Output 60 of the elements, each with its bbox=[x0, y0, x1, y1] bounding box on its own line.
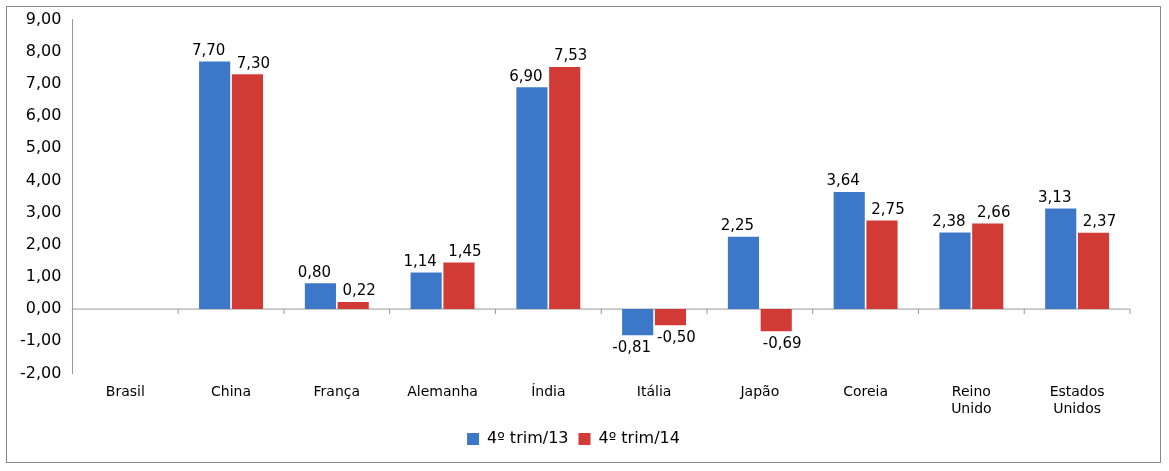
x-tick-label: Coreia bbox=[843, 383, 889, 400]
y-tick-label: 9,00 bbox=[25, 8, 62, 28]
data-label: -0,81 bbox=[612, 337, 652, 356]
y-tick-label: 0,00 bbox=[25, 298, 62, 318]
bar bbox=[304, 283, 336, 310]
y-tick-label: 3,00 bbox=[25, 201, 62, 221]
y-tick-label: -1,00 bbox=[19, 330, 62, 350]
bar bbox=[1077, 232, 1110, 310]
x-tick-label: Brasil bbox=[105, 383, 145, 400]
x-tick-label: Reino Unido bbox=[951, 383, 992, 417]
bar bbox=[549, 66, 581, 310]
x-tick-label: Japão bbox=[739, 383, 780, 400]
data-label: 1,45 bbox=[448, 241, 482, 260]
data-label: 2,25 bbox=[720, 216, 755, 235]
x-tick-label: França bbox=[313, 383, 361, 400]
data-label: 7,53 bbox=[554, 46, 588, 65]
bar bbox=[1045, 208, 1077, 310]
bar bbox=[622, 309, 654, 336]
y-tick-label: 8,00 bbox=[25, 40, 62, 60]
data-label: 7,30 bbox=[236, 53, 271, 72]
data-label: 6,90 bbox=[509, 66, 543, 85]
bar bbox=[972, 223, 1004, 310]
bar bbox=[654, 309, 687, 326]
y-tick-label: 5,00 bbox=[25, 137, 62, 157]
bar bbox=[337, 302, 369, 310]
y-tick-label: -2,00 bbox=[19, 362, 62, 382]
data-label: 3,13 bbox=[1038, 187, 1072, 206]
data-label: 1,14 bbox=[403, 251, 437, 270]
x-tick-label: Estados Unidos bbox=[1049, 383, 1105, 417]
data-label: 2,38 bbox=[932, 211, 966, 230]
data-label: 2,75 bbox=[871, 200, 905, 219]
y-tick-label: 1,00 bbox=[25, 266, 62, 286]
x-tick-label: Itália bbox=[636, 383, 672, 400]
bar bbox=[939, 232, 971, 310]
bar bbox=[443, 262, 475, 310]
data-label: 0,80 bbox=[297, 262, 332, 281]
bar bbox=[866, 220, 898, 310]
data-label: 2,66 bbox=[977, 202, 1011, 221]
bar bbox=[727, 236, 760, 310]
bar bbox=[516, 87, 548, 310]
x-tick-label: China bbox=[211, 383, 252, 400]
bar bbox=[833, 192, 865, 310]
y-tick-label: 4,00 bbox=[25, 169, 62, 189]
data-label: 7,70 bbox=[191, 40, 226, 59]
data-label: -0,69 bbox=[762, 333, 802, 352]
x-tick-label: Índia bbox=[531, 383, 566, 400]
legend-label: 4º trim/13 bbox=[487, 428, 569, 448]
data-label: -0,50 bbox=[657, 327, 696, 346]
data-label: 2,37 bbox=[1082, 212, 1117, 231]
y-tick-label: 2,00 bbox=[25, 233, 62, 253]
x-tick-label: Alemanha bbox=[407, 383, 478, 400]
y-tick-label: 7,00 bbox=[25, 73, 62, 93]
data-label: 0,22 bbox=[342, 281, 376, 300]
legend-label: 4º trim/14 bbox=[598, 428, 680, 448]
y-tick-label: 6,00 bbox=[25, 105, 62, 125]
bar bbox=[760, 309, 792, 332]
bar bbox=[231, 74, 264, 310]
data-label: 3,64 bbox=[826, 171, 860, 190]
bar bbox=[410, 272, 442, 310]
bar bbox=[199, 61, 231, 310]
